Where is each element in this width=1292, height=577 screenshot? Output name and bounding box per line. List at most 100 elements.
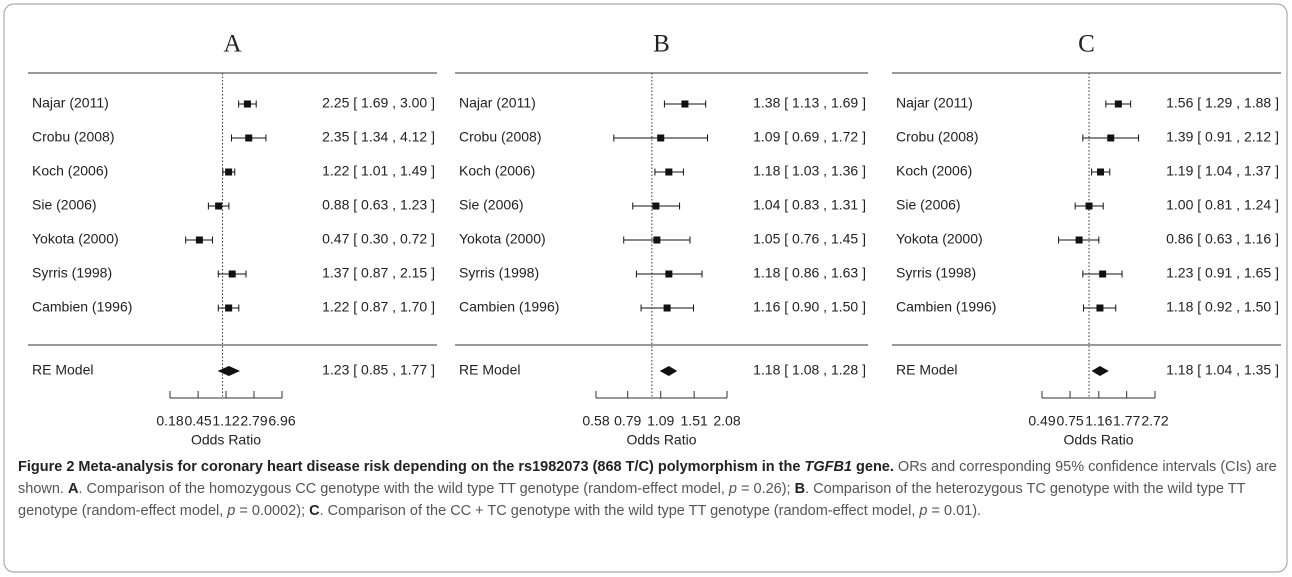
x-tick-label: 6.96 xyxy=(268,413,295,429)
caption-p: p xyxy=(227,503,236,519)
value-label: 1.09 [ 0.69 , 1.72 ] xyxy=(753,129,866,145)
value-label: 0.47 [ 0.30 , 0.72 ] xyxy=(322,231,435,247)
value-label: 1.18 [ 1.03 , 1.36 ] xyxy=(753,163,866,179)
value-label: 1.22 [ 0.87 , 1.70 ] xyxy=(322,299,435,315)
study-label: Koch (2006) xyxy=(459,163,535,179)
caption-p: p xyxy=(919,503,928,519)
estimate xyxy=(243,100,251,108)
estimate xyxy=(652,202,660,210)
x-axis-label: Odds Ratio xyxy=(1063,432,1133,448)
study-label: Koch (2006) xyxy=(896,163,972,179)
caption-text: . Comparison of the CC + TC genotype wit… xyxy=(319,503,920,519)
study-label: Sie (2006) xyxy=(32,197,97,213)
x-tick-label: 0.79 xyxy=(614,413,641,429)
caption-text: = 0.26); xyxy=(736,481,795,497)
summary-diamond xyxy=(217,366,241,376)
study-label: Crobu (2008) xyxy=(459,129,542,145)
summary-label: RE Model xyxy=(896,362,957,378)
caption-title: gene. xyxy=(852,459,894,475)
summary-label: RE Model xyxy=(32,362,93,378)
caption-p: p xyxy=(728,481,737,497)
estimate xyxy=(195,236,203,244)
study-label: Syrris (1998) xyxy=(459,265,539,281)
summary-diamond xyxy=(1091,366,1109,376)
value-label: 1.23 [ 0.91 , 1.65 ] xyxy=(1166,265,1279,281)
estimate xyxy=(665,168,673,176)
x-tick-label: 1.77 xyxy=(1113,413,1140,429)
value-label: 2.25 [ 1.69 , 3.00 ] xyxy=(322,95,435,111)
caption: Figure 2 Meta-analysis for coronary hear… xyxy=(18,456,1280,522)
value-label: 1.04 [ 0.83 , 1.31 ] xyxy=(753,197,866,213)
caption-text: = 0.01). xyxy=(927,503,982,519)
x-tick-label: 2.08 xyxy=(713,413,740,429)
x-tick-label: 1.16 xyxy=(1085,413,1112,429)
value-label: 1.16 [ 0.90 , 1.50 ] xyxy=(753,299,866,315)
estimate xyxy=(228,270,236,278)
estimate xyxy=(663,304,671,312)
estimate xyxy=(653,236,661,244)
value-label: 1.00 [ 0.81 , 1.24 ] xyxy=(1166,197,1279,213)
summary-label: RE Model xyxy=(459,362,520,378)
value-label: 1.22 [ 1.01 , 1.49 ] xyxy=(322,163,435,179)
x-tick-label: 1.09 xyxy=(647,413,674,429)
estimate xyxy=(1096,304,1104,312)
value-label: 1.18 [ 0.92 , 1.50 ] xyxy=(1166,299,1279,315)
panel-title: B xyxy=(653,31,670,58)
value-label: 1.38 [ 1.13 , 1.69 ] xyxy=(753,95,866,111)
estimate xyxy=(1085,202,1093,210)
value-label: 0.86 [ 0.63 , 1.16 ] xyxy=(1166,231,1279,247)
caption-text: ORs and corresponding 95% confidence int… xyxy=(18,459,1277,497)
study-label: Najar (2011) xyxy=(896,95,973,111)
summary-diamond xyxy=(659,366,678,376)
panel-title: C xyxy=(1078,31,1095,58)
caption-label: B xyxy=(794,481,806,497)
x-axis-label: Odds Ratio xyxy=(626,432,696,448)
caption-title: Figure 2 Meta-analysis for coronary hear… xyxy=(18,459,805,475)
estimate xyxy=(1114,100,1122,108)
study-label: Crobu (2008) xyxy=(896,129,979,145)
x-tick-label: 0.45 xyxy=(184,413,211,429)
estimate xyxy=(225,168,233,176)
study-label: Syrris (1998) xyxy=(32,265,112,281)
summary-value-label: 1.18 [ 1.08 , 1.28 ] xyxy=(753,362,866,378)
estimate xyxy=(1107,134,1115,142)
estimate xyxy=(657,134,665,142)
panel-title: A xyxy=(223,31,241,58)
study-label: Najar (2011) xyxy=(32,95,109,111)
caption-gene: TGFB1 xyxy=(804,459,852,475)
study-label: Sie (2006) xyxy=(459,197,524,213)
caption-text: = 0.0002); xyxy=(235,503,310,519)
x-tick-label: 0.49 xyxy=(1028,413,1055,429)
x-tick-label: 0.18 xyxy=(156,413,183,429)
summary-value-label: 1.18 [ 1.04 , 1.35 ] xyxy=(1166,362,1279,378)
study-label: Cambien (1996) xyxy=(896,299,996,315)
caption-text: . Comparison of the homozygous CC genoty… xyxy=(78,481,729,497)
x-tick-label: 1.12 xyxy=(212,413,239,429)
value-label: 1.18 [ 0.86 , 1.63 ] xyxy=(753,265,866,281)
estimate xyxy=(245,134,253,142)
study-label: Cambien (1996) xyxy=(459,299,559,315)
value-label: 1.37 [ 0.87 , 2.15 ] xyxy=(322,265,435,281)
value-label: 1.19 [ 1.04 , 1.37 ] xyxy=(1166,163,1279,179)
value-label: 1.56 [ 1.29 , 1.88 ] xyxy=(1166,95,1279,111)
study-label: Yokota (2000) xyxy=(459,231,546,247)
caption-label: A xyxy=(67,481,79,497)
estimate xyxy=(1075,236,1083,244)
study-label: Syrris (1998) xyxy=(896,265,976,281)
summary-value-label: 1.23 [ 0.85 , 1.77 ] xyxy=(322,362,435,378)
value-label: 2.35 [ 1.34 , 4.12 ] xyxy=(322,129,435,145)
estimate xyxy=(225,304,233,312)
x-tick-label: 1.51 xyxy=(681,413,708,429)
study-label: Najar (2011) xyxy=(459,95,536,111)
frame xyxy=(3,3,1288,573)
x-tick-label: 2.72 xyxy=(1141,413,1168,429)
study-label: Yokota (2000) xyxy=(896,231,983,247)
caption-label: C xyxy=(309,503,320,519)
study-label: Crobu (2008) xyxy=(32,129,115,145)
estimate xyxy=(1096,168,1104,176)
study-label: Koch (2006) xyxy=(32,163,108,179)
study-label: Yokota (2000) xyxy=(32,231,119,247)
estimate xyxy=(215,202,223,210)
